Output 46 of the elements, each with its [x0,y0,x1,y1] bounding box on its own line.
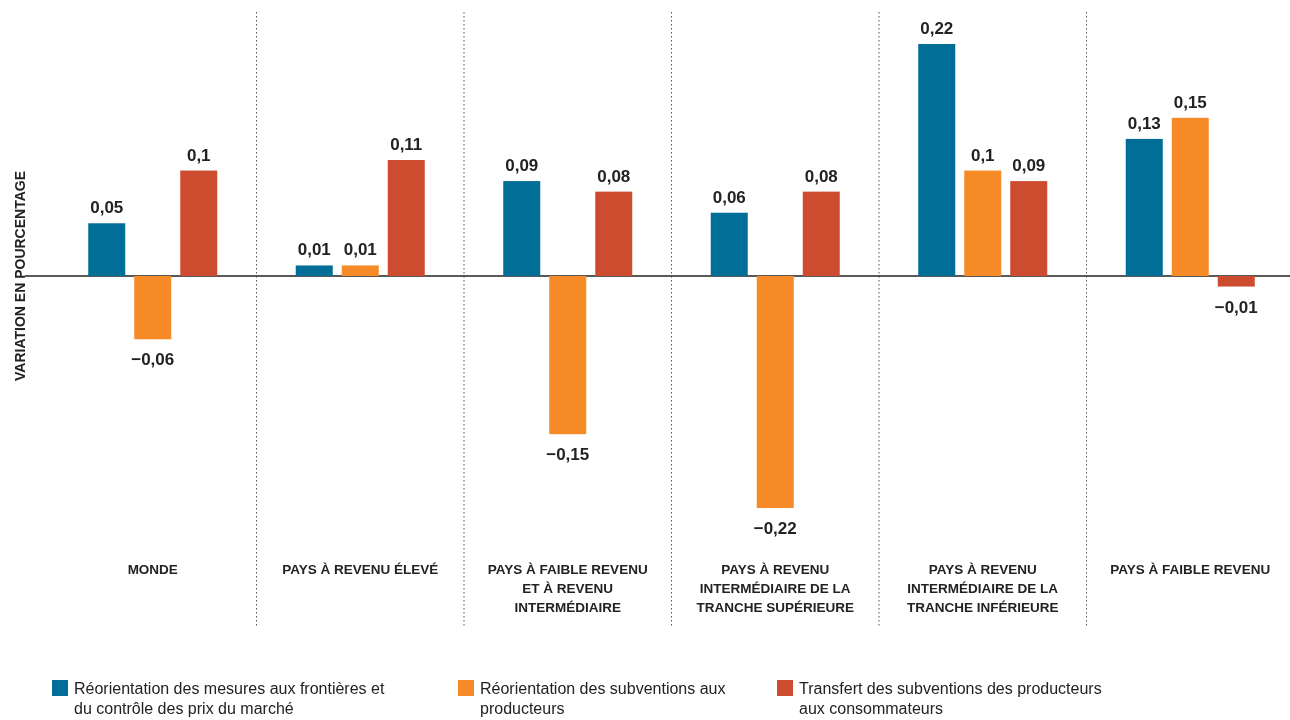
data-label: 0,09 [1012,156,1046,176]
data-label: 0,06 [712,187,746,207]
bar [134,276,172,340]
bar [964,170,1002,276]
bar [1010,181,1048,276]
x-tick-label: PAYS À FAIBLE REVENU [1110,562,1271,577]
bar [88,223,126,276]
x-tick-label: PAYS À FAIBLE REVENU ET À REVENU INTERMÉDIAIRE [487,562,648,615]
data-label: 0,08 [804,166,838,186]
data-label: 0,1 [186,145,211,165]
data-label: 0,05 [90,198,124,218]
bar [918,44,956,276]
data-label: 0,22 [920,19,954,38]
data-label: 0,09 [505,156,539,176]
data-label: 0,08 [597,166,631,186]
bar [387,160,425,276]
bar [595,191,633,276]
bar [549,276,587,435]
legend-label: Réorientation des subventions aux producteurs [480,680,726,717]
bar [341,265,379,276]
data-label: −0,06 [131,350,175,370]
bar [1125,138,1163,276]
data-label: −0,22 [753,519,797,538]
legend-label: Réorientation des mesures aux frontières et du contrôle des prix du marché [74,680,385,717]
data-label: 0,1 [970,145,995,165]
bar [710,212,748,276]
bar [295,265,333,276]
bar [756,276,794,508]
y-axis-title: VARIATION EN POURCENTAGE [12,170,28,382]
bar [1171,117,1209,276]
data-label: −0,01 [1214,297,1258,317]
bar [180,170,218,276]
bar [503,181,541,276]
x-tick-label: MONDE [127,562,178,577]
data-label: 0,01 [343,240,377,260]
legend-label: Transfert des subventions des producteurs aux consommateurs [799,680,1102,717]
data-label: 0,01 [297,240,331,260]
bar [1217,276,1255,287]
x-tick-label: PAYS À REVENU INTERMÉDIAIRE DE LA TRANCHE INFÉRIEURE [906,562,1059,615]
data-label: 0,11 [390,135,423,154]
x-tick-label: PAYS À REVENU INTERMÉDIAIRE DE LA TRANCHE SUPÉRIEURE [696,562,855,615]
data-label: 0,15 [1173,92,1207,112]
x-tick-label: PAYS À REVENU ÉLEVÉ [282,562,439,577]
data-label: −0,15 [546,445,590,465]
bar [802,191,840,276]
data-label: 0,13 [1127,113,1161,133]
